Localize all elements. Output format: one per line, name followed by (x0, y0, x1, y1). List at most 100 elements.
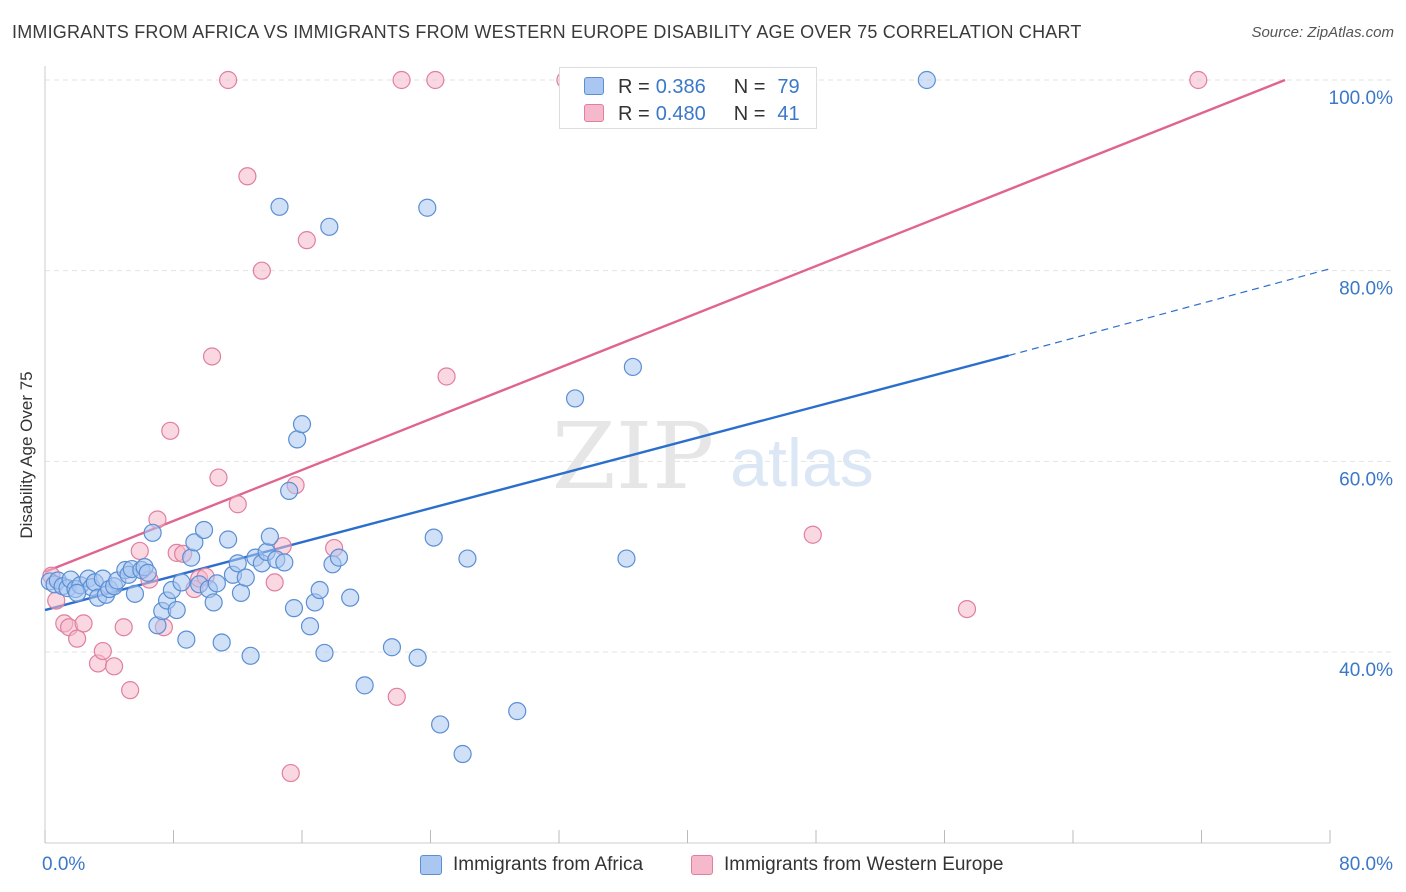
western-europe-point (121, 681, 140, 700)
africa-point (341, 588, 360, 607)
africa-point (508, 702, 527, 721)
western-europe-point (387, 687, 406, 706)
tick-labels: 40.0% 60.0% 80.0% 100.0% 0.0% 80.0% (42, 88, 1393, 875)
western-europe-r-label: R = (618, 102, 650, 125)
western-europe-point (93, 641, 112, 661)
axes (44, 66, 1331, 844)
western-europe-point (68, 629, 87, 648)
western-europe-point (161, 421, 180, 440)
africa-point (143, 523, 162, 542)
western-europe-point (238, 167, 257, 186)
watermark-atlas: atlas (730, 425, 874, 501)
y-tick-label: 60.0% (1339, 469, 1393, 490)
africa-point (172, 573, 191, 592)
correlation-legend: R = 0.386 N = 79 R = 0.480 N = 41 (559, 67, 817, 129)
western-europe-trend-line (44, 78, 1286, 574)
western-europe-point (104, 657, 124, 676)
y-tick-label: 100.0% (1329, 88, 1394, 109)
africa-point (194, 520, 214, 540)
africa-point (231, 583, 251, 602)
western-europe-point (957, 599, 977, 619)
western-europe-point (228, 495, 247, 514)
western-europe-point (252, 261, 271, 280)
western-europe-point (281, 763, 300, 783)
data-points (40, 70, 1208, 783)
western-europe-point (74, 614, 93, 633)
africa-point (207, 574, 226, 593)
africa-point (204, 593, 223, 612)
africa-point (236, 568, 255, 587)
africa-point (408, 648, 427, 667)
africa-point (917, 70, 936, 90)
western-europe-point (130, 541, 149, 561)
western-europe-point (437, 367, 456, 386)
africa-point (177, 630, 196, 649)
western-europe-n-label: N = (733, 102, 766, 125)
africa-point (280, 481, 299, 500)
africa-point (284, 599, 304, 618)
x-tick-label: 0.0% (42, 854, 85, 875)
africa-point (185, 533, 204, 552)
western-europe-swatch (584, 104, 604, 122)
y-tick-label: 80.0% (1339, 279, 1393, 300)
africa-point (182, 548, 201, 567)
africa-point (431, 715, 450, 734)
gridlines (45, 79, 1393, 653)
western-europe-point (202, 347, 222, 366)
watermark-zip: ZIP (552, 403, 714, 510)
africa-point (270, 197, 289, 216)
africa-point (241, 646, 260, 665)
western-europe-point (114, 618, 133, 637)
africa-point (453, 744, 472, 764)
africa-point (320, 217, 339, 236)
bottom-western-europe-swatch (691, 855, 713, 875)
africa-point (125, 584, 145, 603)
africa-point (260, 527, 279, 546)
legend-row-western-europe: R = 0.480 N = 41 (584, 102, 800, 126)
africa-n-label: N = (733, 75, 766, 98)
africa-trend-extension (1008, 268, 1331, 357)
africa-point (275, 553, 294, 572)
chart-title: IMMIGRANTS FROM AFRICA VS IMMIGRANTS FRO… (12, 22, 1082, 42)
africa-point (300, 617, 320, 636)
western-europe-point (392, 70, 411, 90)
western-europe-point (1189, 70, 1208, 90)
y-axis-label: Disability Age Over 75 (17, 371, 36, 539)
bottom-legend-africa: Immigrants from Africa (420, 852, 643, 878)
africa-point (355, 676, 374, 695)
source-label: Source: ZipAtlas.com (1251, 24, 1394, 41)
western-europe-point (265, 573, 284, 592)
africa-point (212, 633, 231, 652)
africa-point (167, 600, 186, 620)
africa-point (219, 530, 238, 549)
western-europe-point (426, 70, 445, 90)
western-europe-point (803, 525, 822, 544)
africa-point (617, 549, 636, 568)
bottom-africa-swatch (420, 855, 442, 875)
western-europe-point (297, 231, 316, 250)
africa-point (329, 548, 349, 567)
africa-point (418, 198, 437, 217)
western-europe-r-value: 0.480 (655, 102, 706, 125)
africa-point (292, 415, 312, 434)
africa-n-value: 79 (777, 75, 800, 98)
africa-swatch (584, 77, 604, 95)
africa-point (310, 580, 329, 600)
y-tick-label: 40.0% (1339, 660, 1393, 681)
africa-point (288, 430, 307, 449)
africa-point (565, 389, 585, 408)
africa-point (424, 528, 443, 547)
africa-point (623, 357, 642, 377)
africa-point (138, 563, 157, 582)
x-tick-label: 80.0% (1339, 854, 1393, 875)
africa-point (68, 583, 87, 602)
africa-point (315, 643, 334, 663)
trend-lines (44, 78, 1331, 612)
bottom-africa-label: Immigrants from Africa (453, 854, 644, 875)
africa-r-value: 0.386 (655, 75, 706, 98)
africa-r-label: R = (618, 75, 650, 98)
africa-point (228, 554, 247, 573)
watermark: ZIP atlas (552, 403, 874, 510)
africa-point (382, 638, 402, 657)
